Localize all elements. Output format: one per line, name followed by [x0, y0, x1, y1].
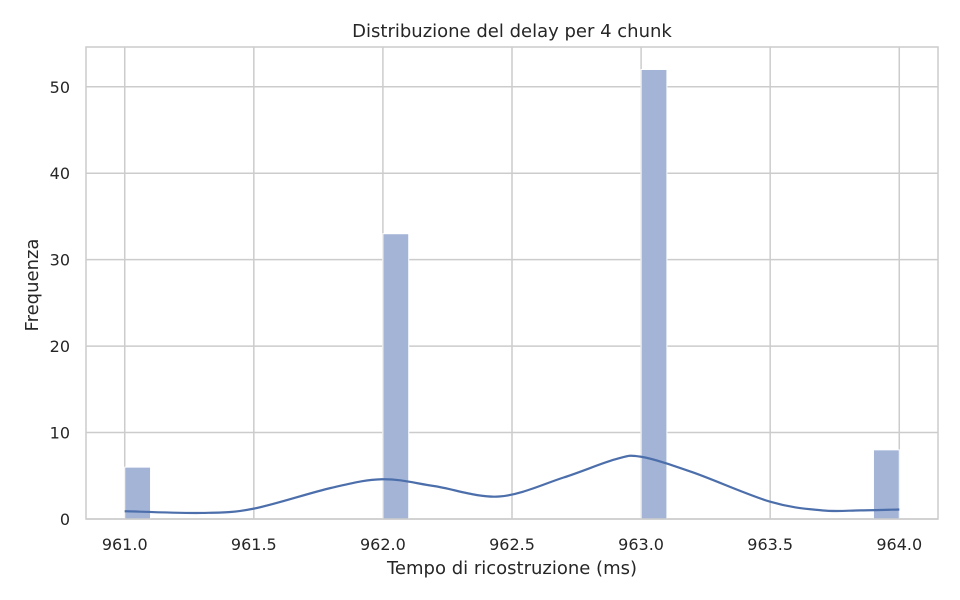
x-tick-label: 964.0	[876, 535, 922, 554]
kde-curve	[124, 454, 900, 515]
y-tick-label: 0	[60, 510, 70, 529]
x-tick-label: 963.0	[618, 535, 664, 554]
plot-frame	[85, 46, 939, 520]
histogram-bar	[382, 233, 410, 520]
chart-title: Distribuzione del delay per 4 chunk	[352, 21, 672, 42]
histogram-bar	[640, 68, 668, 520]
y-tick-label: 40	[50, 164, 70, 183]
y-tick-label: 10	[50, 424, 70, 443]
y-tick-label: 30	[50, 251, 70, 270]
x-tick-label: 961.5	[231, 535, 277, 554]
tick-labels: 961.0 961.5 962.0 962.5 963.0 963.5 964.0 0 10 20…	[50, 78, 923, 554]
y-axis-label: Frequenza	[22, 239, 43, 332]
x-tick-label: 962.5	[489, 535, 535, 554]
x-tick-label: 961.0	[102, 535, 148, 554]
x-tick-label: 963.5	[747, 535, 793, 554]
x-axis-label: Tempo di ricostruzione (ms)	[386, 558, 637, 579]
bars	[124, 68, 900, 520]
y-tick-label: 50	[50, 78, 70, 97]
histogram-bar	[872, 449, 900, 520]
y-tick-label: 20	[50, 337, 70, 356]
x-tick-label: 962.0	[360, 535, 406, 554]
